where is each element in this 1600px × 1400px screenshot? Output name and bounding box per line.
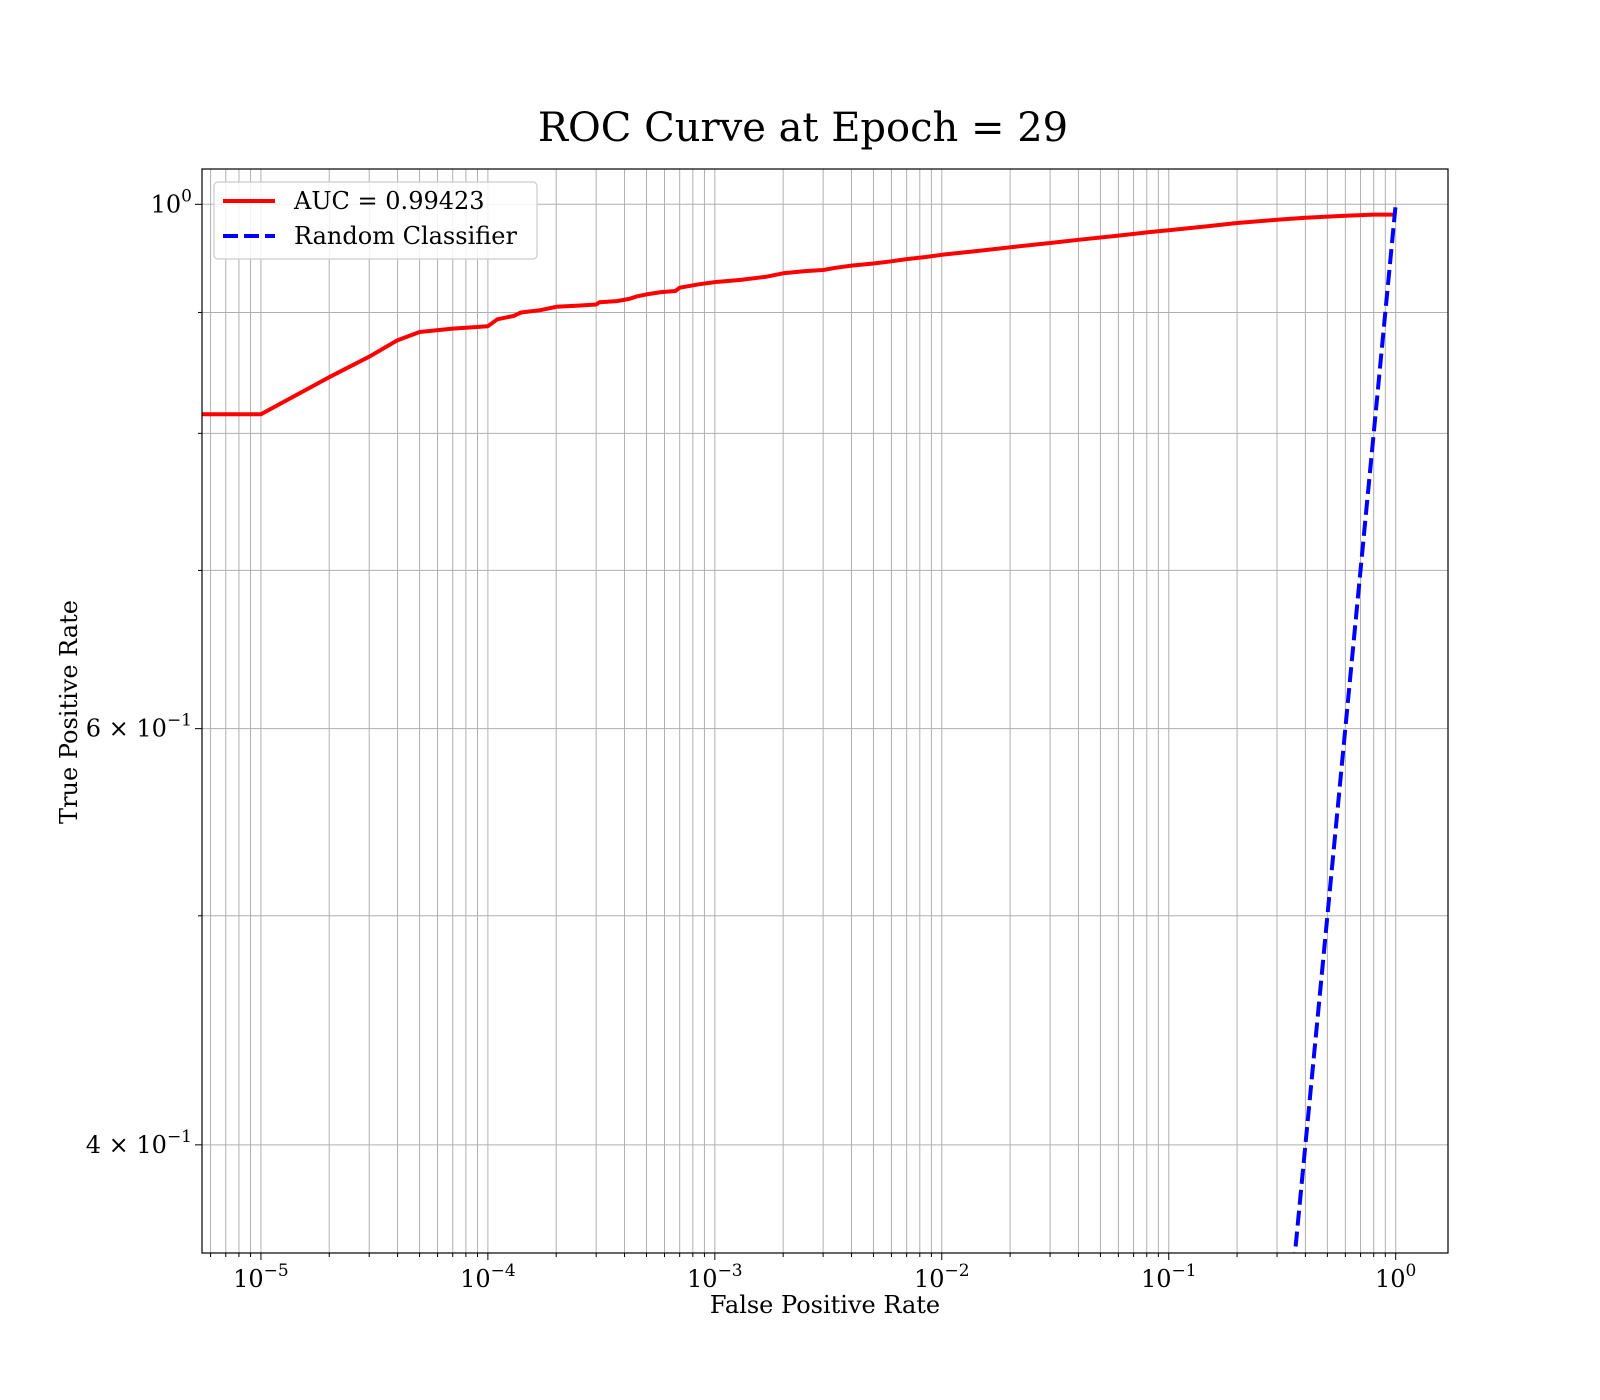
y-tick-label: 100 — [151, 186, 192, 218]
chart-title: ROC Curve at Epoch = 29 — [538, 105, 1068, 151]
x-tick-label: 100 — [1375, 1261, 1416, 1293]
plot-frame — [201, 168, 1449, 1254]
x-tick-label: 10−4 — [460, 1261, 516, 1293]
legend: AUC = 0.99423 Random Classifier — [213, 181, 538, 260]
x-tick-label: 10−5 — [233, 1261, 289, 1293]
y-tick-label: 6 × 10−1 — [86, 711, 192, 743]
x-axis-label: False Positive Rate — [710, 1291, 940, 1319]
grid — [202, 169, 1448, 1253]
y-tick-label: 4 × 10−1 — [86, 1127, 192, 1159]
x-tick-label: 10−3 — [687, 1261, 743, 1293]
y-axis-label: True Positive Rate — [55, 600, 83, 824]
x-ticks: 10−5 10−4 10−3 10−2 10−1 100 — [210, 1253, 1416, 1293]
legend-label-auc: AUC = 0.99423 — [293, 187, 485, 215]
x-tick-label: 10−2 — [914, 1261, 970, 1293]
series-layer — [202, 204, 1398, 1253]
random-classifier-line — [1292, 204, 1398, 1253]
y-ticks: 100 6 × 10−1 4 × 10−1 — [86, 186, 202, 1159]
roc-curve-line — [202, 212, 1396, 417]
legend-box — [213, 181, 538, 260]
legend-label-random: Random Classifier — [294, 222, 517, 250]
x-tick-label: 10−1 — [1141, 1261, 1197, 1293]
